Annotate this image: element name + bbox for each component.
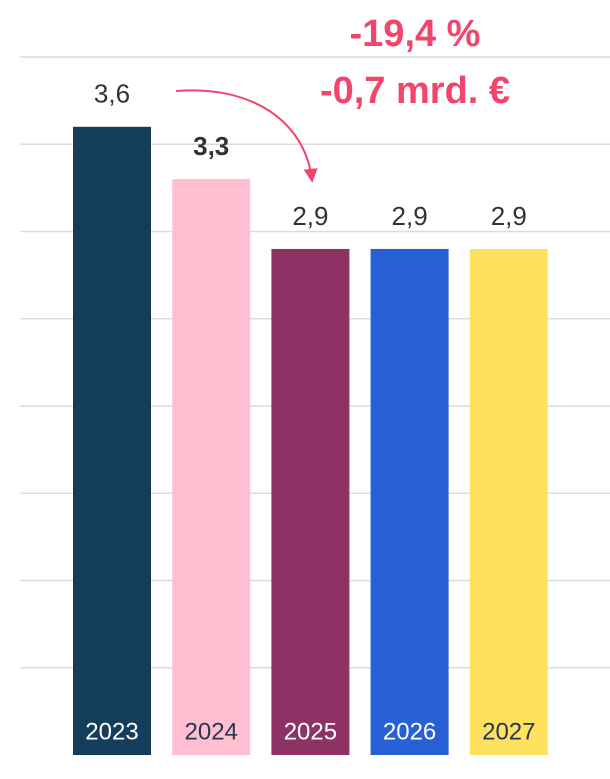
x-tick-label: 2025 — [284, 718, 337, 745]
annotation: -19,4 % — [350, 13, 481, 55]
x-tick-label: 2026 — [383, 718, 436, 745]
bars: 3,6 2023 3,3 2024 2,9 2025 2,9 2026 2,9 2027 — [73, 79, 548, 756]
value-label: 2,9 — [392, 201, 428, 231]
bar — [172, 179, 251, 755]
arrow — [175, 89, 318, 183]
value-label: 3,3 — [193, 131, 229, 161]
bar — [73, 126, 151, 756]
value-label: 2,9 — [491, 201, 527, 231]
bar — [271, 248, 350, 755]
bar — [370, 248, 449, 755]
x-tick-label: 2024 — [185, 718, 238, 745]
x-tick-label: 2023 — [85, 718, 138, 745]
bar — [469, 248, 548, 755]
annotation: -0,7 mrd. € — [320, 70, 510, 112]
value-label: 3,6 — [94, 79, 130, 109]
x-tick-label: 2027 — [482, 718, 535, 745]
value-label: 2,9 — [292, 201, 328, 231]
